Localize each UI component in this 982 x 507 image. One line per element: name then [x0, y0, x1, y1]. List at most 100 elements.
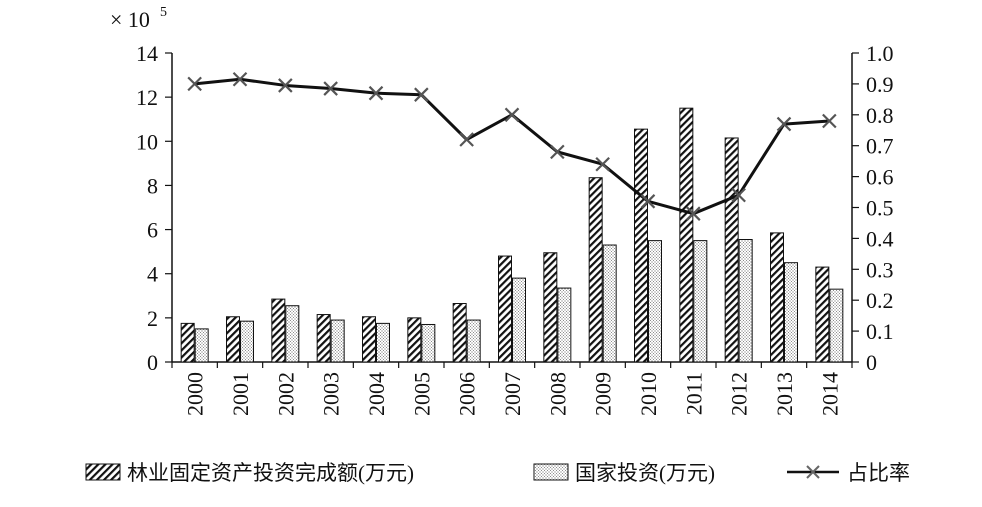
x-tick-label: 2009 [591, 372, 616, 416]
marker-stroke [731, 187, 746, 203]
y-multiplier-label: × 10 [110, 7, 150, 32]
ratio-point-marker [187, 76, 202, 92]
legend-item-forestry-investment: 林业固定资产投资完成额(万元) [85, 452, 414, 492]
right-tick-label: 1.0 [866, 41, 894, 66]
right-tick-label: 0.8 [866, 103, 894, 128]
right-tick-label: 0.4 [866, 226, 894, 251]
bar-forestry-investment [362, 316, 376, 363]
bar-state-investment [648, 240, 662, 363]
ratio-point-marker [278, 78, 293, 93]
legend-label-ratio: 占比率 [847, 461, 910, 485]
bar-state-investment [738, 239, 753, 363]
ratio-point-marker [595, 156, 610, 172]
legend-swatch-dots [533, 463, 569, 481]
bar-forestry-investment [770, 232, 784, 363]
marker-stroke [822, 113, 837, 129]
bar-forestry-investment [226, 316, 240, 363]
bar-forestry-investment [815, 266, 830, 363]
x-tick-label: 2001 [228, 372, 253, 416]
bar-forestry-investment [407, 317, 422, 363]
x-tick-label: 2002 [273, 372, 298, 416]
bar-state-investment [829, 288, 844, 363]
right-tick-label: 0.2 [866, 288, 894, 313]
x-tick-label: 2004 [364, 372, 389, 416]
right-tick-label: 0.6 [866, 165, 894, 190]
x-tick-label: 2003 [319, 372, 344, 416]
bar-state-investment [602, 244, 617, 363]
x-tick-label: 2014 [817, 372, 842, 416]
ratio-point-marker [550, 144, 565, 160]
ratio-point-marker [731, 187, 746, 203]
bar-forestry-investment [316, 314, 331, 363]
marker-stroke [595, 156, 610, 172]
legend-item-state-investment: 国家投资(万元) [533, 452, 715, 492]
bar-state-investment [693, 240, 708, 363]
ratio-point-marker [776, 116, 792, 132]
marker-stroke [640, 194, 656, 209]
legend: 林业固定资产投资完成额(万元) 国家投资(万元) 占比率 [0, 452, 982, 492]
legend-label-state-investment: 国家投资(万元) [575, 461, 715, 485]
bars-layer [180, 107, 844, 363]
bar-forestry-investment [498, 255, 512, 363]
marker-stroke [187, 76, 202, 92]
legend-swatch-hatch [85, 463, 121, 481]
bar-state-investment [512, 277, 526, 363]
ratio-point-marker [414, 87, 429, 102]
marker-stroke [278, 78, 293, 93]
x-tick-label: 2007 [500, 372, 525, 416]
marker-stroke [686, 206, 701, 221]
bar-state-investment [194, 328, 209, 363]
right-tick-label: 0.7 [866, 134, 894, 159]
marker-stroke [550, 144, 565, 160]
ratio-point-marker [686, 206, 701, 221]
left-tick-label: 0 [147, 350, 158, 375]
ratio-point-marker [504, 107, 520, 123]
marker-stroke [368, 85, 384, 101]
ratio-point-marker [459, 132, 474, 147]
bar-state-investment [285, 305, 300, 363]
bar-forestry-investment [588, 177, 603, 363]
marker-stroke [414, 87, 429, 102]
left-tick-label: 4 [147, 262, 158, 287]
bar-forestry-investment [679, 107, 694, 363]
ratio-point-marker [323, 81, 338, 96]
marker-stroke [459, 132, 474, 147]
legend-item-ratio: 占比率 [785, 452, 910, 492]
x-tick-label: 2012 [727, 372, 752, 416]
left-tick-label: 14 [136, 41, 158, 66]
bar-state-investment [330, 319, 345, 363]
y-multiplier-exponent: 5 [160, 5, 167, 20]
left-tick-label: 10 [136, 129, 158, 154]
bar-state-investment [240, 320, 254, 363]
left-tick-label: 12 [136, 85, 158, 110]
bar-forestry-investment [452, 303, 467, 363]
bar-forestry-investment [543, 252, 558, 363]
right-tick-label: 0.5 [866, 196, 894, 221]
right-tick-label: 0.9 [866, 72, 894, 97]
bar-state-investment [421, 323, 436, 363]
ratio-point-marker [232, 71, 248, 87]
legend-swatch-line [787, 465, 839, 479]
bar-state-investment [784, 262, 798, 363]
x-tick-label: 2010 [636, 372, 661, 416]
bar-forestry-investment [724, 137, 739, 363]
ratio-point-marker [368, 85, 384, 101]
legend-label-forestry-investment: 林业固定资产投资完成额(万元) [127, 461, 414, 485]
axis-labels-layer: × 10 5 0 2 4 6 8 10 12 14 0 0.1 0.2 0.3 0.4 0.5 0.6 0.7… [110, 5, 894, 416]
x-tick-label: 2008 [545, 372, 570, 416]
x-tick-label: 2000 [183, 372, 208, 416]
marker-stroke [504, 107, 520, 123]
x-tick-label: 2005 [409, 372, 434, 416]
marker-stroke [323, 81, 338, 96]
chart-svg: × 10 5 0 2 4 6 8 10 12 14 0 0.1 0.2 0.3 0.4 0.5 0.6 0.7… [110, 5, 894, 416]
left-tick-label: 8 [147, 173, 158, 198]
right-tick-label: 0.3 [866, 257, 894, 282]
ratio-line-layer [187, 71, 837, 221]
bar-forestry-investment [271, 298, 286, 363]
marker-stroke [776, 116, 792, 132]
right-tick-label: 0.1 [866, 319, 894, 344]
left-tick-label: 2 [147, 306, 158, 331]
bar-state-investment [376, 322, 390, 363]
x-tick-label: 2006 [455, 372, 480, 416]
bar-forestry-investment [180, 322, 195, 363]
